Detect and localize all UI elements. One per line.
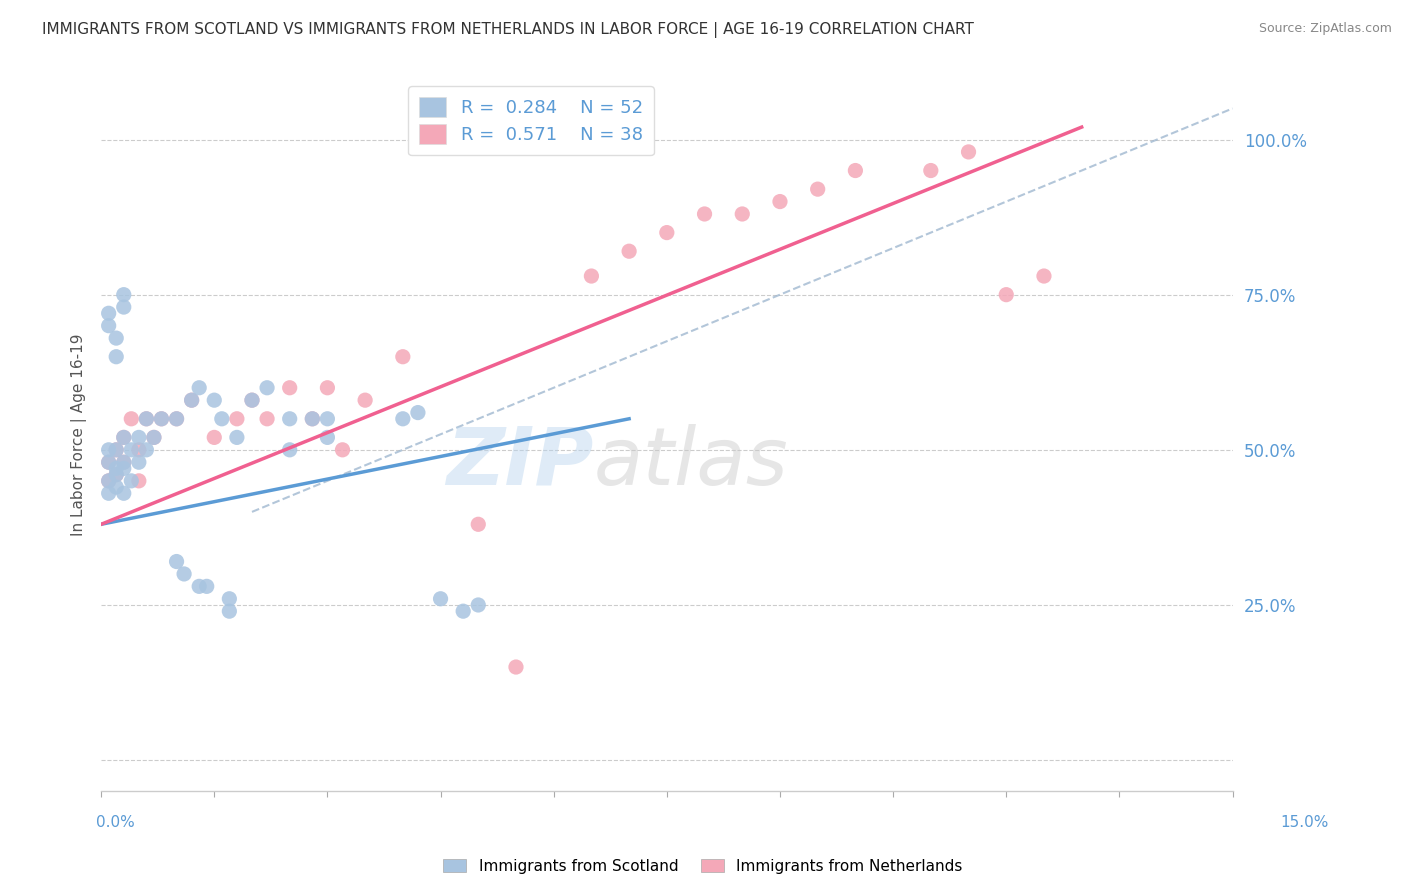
Point	[316, 381, 339, 395]
Point	[429, 591, 451, 606]
Point	[180, 393, 202, 408]
Point	[150, 411, 173, 425]
Point	[166, 555, 188, 569]
Point	[240, 393, 263, 408]
Legend: Immigrants from Scotland, Immigrants from Netherlands: Immigrants from Scotland, Immigrants fro…	[437, 853, 969, 880]
Point	[218, 604, 240, 618]
Point	[166, 411, 188, 425]
Point	[505, 660, 527, 674]
Point	[354, 393, 377, 408]
Point	[128, 474, 150, 488]
Point	[105, 467, 128, 482]
Point	[1033, 268, 1056, 283]
Point	[112, 486, 135, 500]
Point	[218, 591, 240, 606]
Point	[128, 455, 150, 469]
Point	[392, 350, 415, 364]
Point	[316, 411, 339, 425]
Point	[731, 207, 754, 221]
Point	[807, 182, 830, 196]
Point	[256, 381, 278, 395]
Point	[97, 455, 120, 469]
Point	[142, 430, 165, 444]
Point	[135, 411, 157, 425]
Point	[240, 393, 263, 408]
Point	[173, 566, 195, 581]
Point	[655, 226, 678, 240]
Point	[316, 430, 339, 444]
Point	[195, 579, 218, 593]
Point	[120, 474, 142, 488]
Point	[97, 486, 120, 500]
Point	[188, 381, 211, 395]
Point	[97, 306, 120, 320]
Point	[105, 350, 128, 364]
Text: 0.0%: 0.0%	[96, 815, 135, 830]
Point	[301, 411, 323, 425]
Point	[105, 461, 128, 475]
Point	[97, 442, 120, 457]
Point	[278, 381, 301, 395]
Text: ZIP: ZIP	[446, 424, 593, 502]
Point	[112, 461, 135, 475]
Text: Source: ZipAtlas.com: Source: ZipAtlas.com	[1258, 22, 1392, 36]
Point	[128, 430, 150, 444]
Point	[112, 430, 135, 444]
Point	[166, 411, 188, 425]
Point	[120, 442, 142, 457]
Point	[202, 393, 225, 408]
Point	[225, 411, 247, 425]
Point	[467, 517, 489, 532]
Point	[112, 287, 135, 301]
Point	[617, 244, 640, 259]
Point	[844, 163, 866, 178]
Point	[957, 145, 980, 159]
Point	[120, 411, 142, 425]
Point	[202, 430, 225, 444]
Point	[112, 430, 135, 444]
Point	[97, 474, 120, 488]
Point	[332, 442, 354, 457]
Point	[769, 194, 792, 209]
Point	[693, 207, 716, 221]
Point	[150, 411, 173, 425]
Point	[105, 467, 128, 482]
Text: atlas: atlas	[593, 424, 787, 502]
Point	[180, 393, 202, 408]
Point	[128, 442, 150, 457]
Legend: R =  0.284    N = 52, R =  0.571    N = 38: R = 0.284 N = 52, R = 0.571 N = 38	[408, 87, 654, 155]
Point	[256, 411, 278, 425]
Point	[105, 442, 128, 457]
Point	[392, 411, 415, 425]
Point	[211, 411, 233, 425]
Point	[188, 579, 211, 593]
Point	[112, 300, 135, 314]
Point	[97, 318, 120, 333]
Point	[135, 411, 157, 425]
Point	[278, 411, 301, 425]
Point	[112, 455, 135, 469]
Point	[225, 430, 247, 444]
Point	[451, 604, 474, 618]
Point	[995, 287, 1018, 301]
Point	[406, 406, 429, 420]
Point	[135, 442, 157, 457]
Point	[112, 455, 135, 469]
Point	[105, 480, 128, 494]
Text: 15.0%: 15.0%	[1281, 815, 1329, 830]
Point	[97, 474, 120, 488]
Point	[105, 442, 128, 457]
Point	[105, 331, 128, 345]
Point	[581, 268, 603, 283]
Point	[142, 430, 165, 444]
Point	[278, 442, 301, 457]
Point	[97, 455, 120, 469]
Point	[920, 163, 942, 178]
Point	[301, 411, 323, 425]
Y-axis label: In Labor Force | Age 16-19: In Labor Force | Age 16-19	[72, 333, 87, 535]
Point	[467, 598, 489, 612]
Text: IMMIGRANTS FROM SCOTLAND VS IMMIGRANTS FROM NETHERLANDS IN LABOR FORCE | AGE 16-: IMMIGRANTS FROM SCOTLAND VS IMMIGRANTS F…	[42, 22, 974, 38]
